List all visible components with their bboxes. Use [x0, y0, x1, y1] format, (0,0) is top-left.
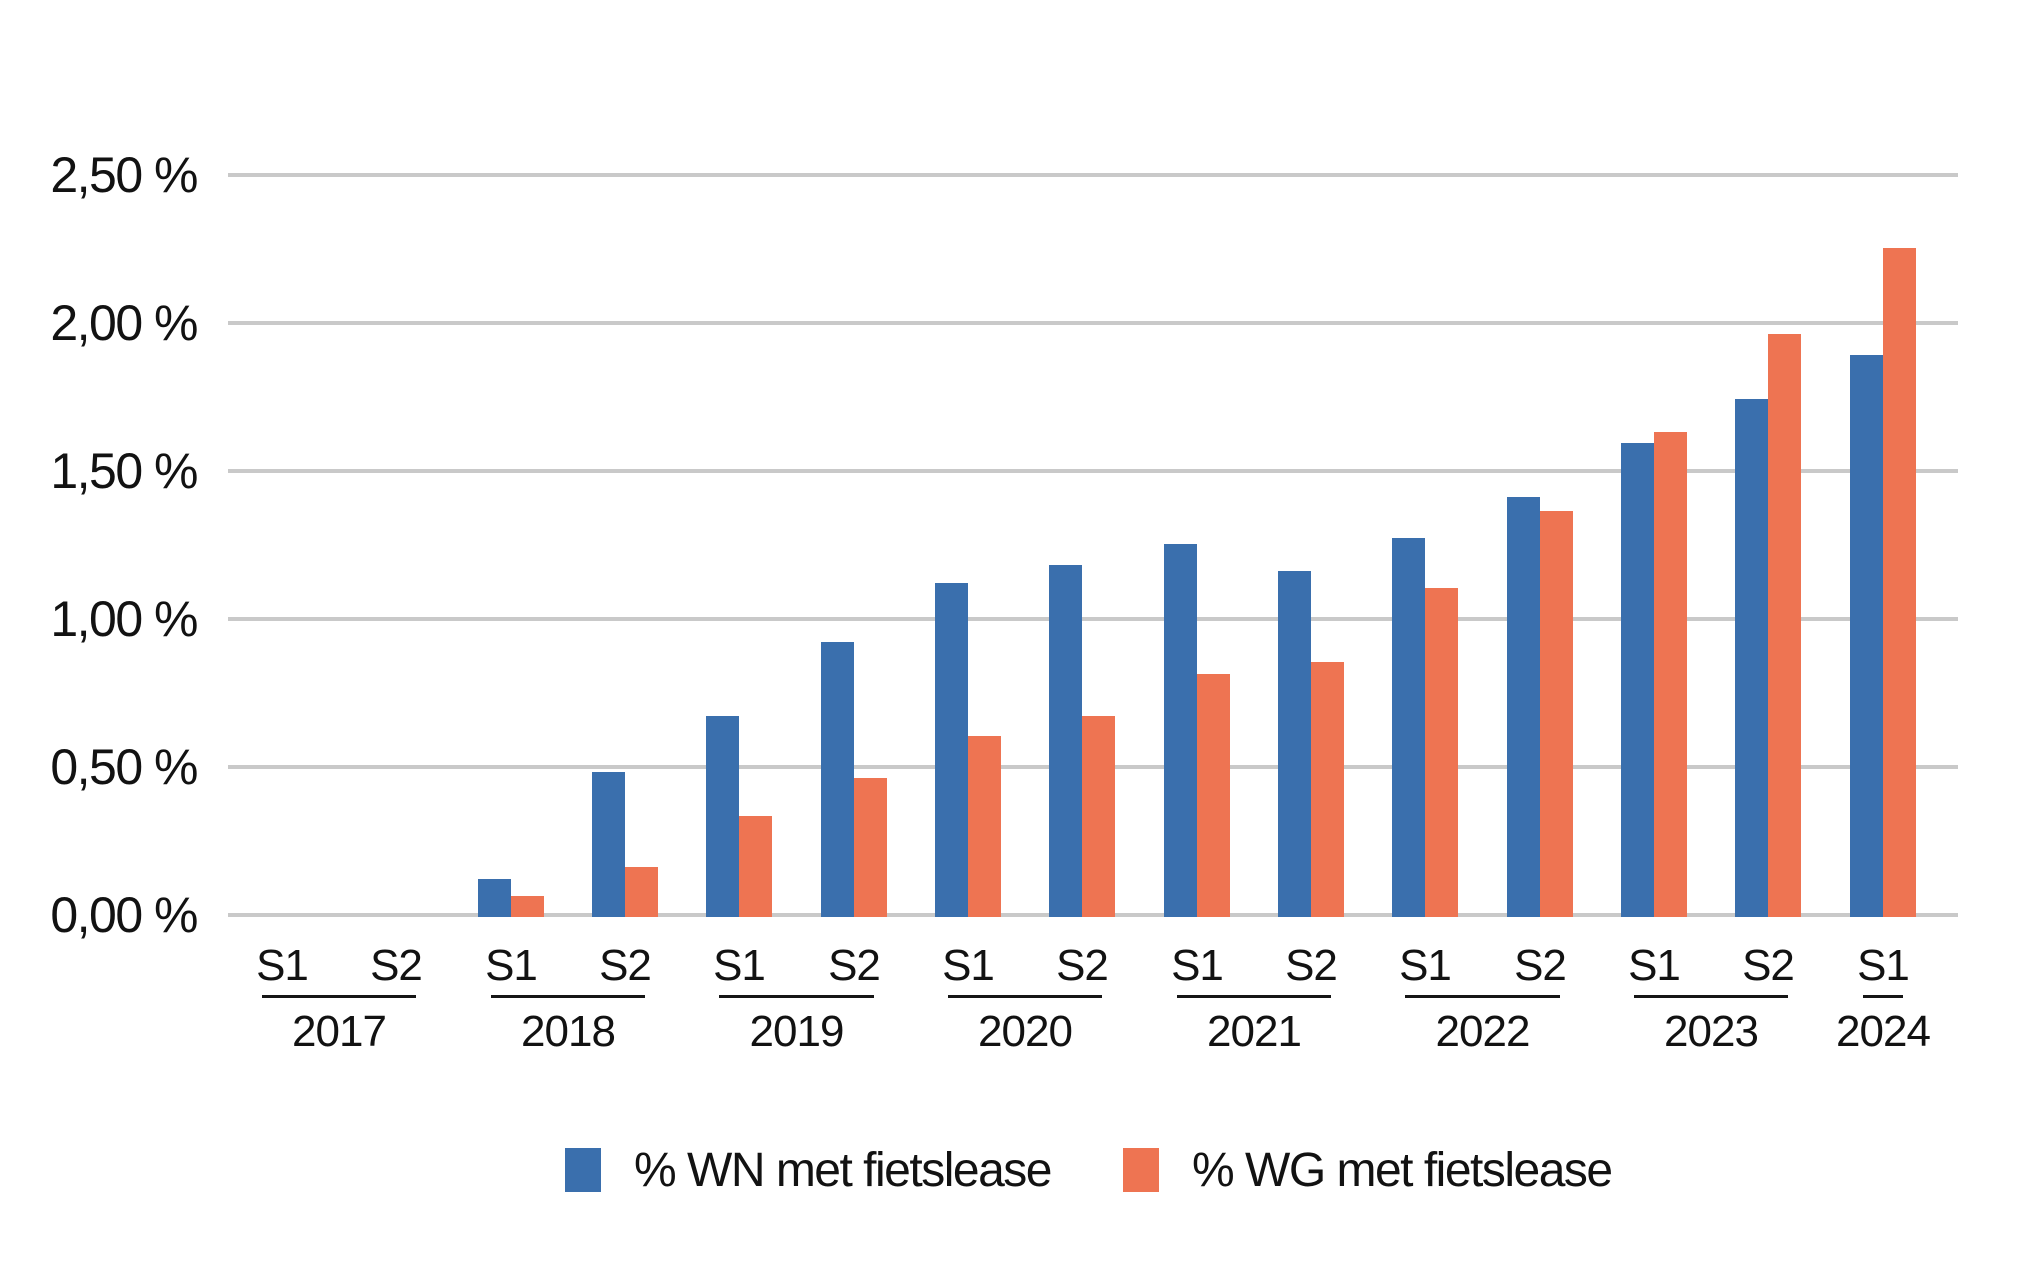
x-tick-2020-S2: S2 [1056, 941, 1109, 990]
bar-wn-2018-S1 [478, 879, 511, 917]
year-underline-2018 [491, 995, 645, 998]
bar-wn-2022-S1 [1392, 538, 1425, 917]
bar-wg-2021-S1 [1197, 674, 1230, 917]
legend-item-wn: % WN met fietslease [565, 1144, 1052, 1197]
x-tick-2019-S2: S2 [828, 941, 881, 990]
year-label-2017: 2017 [292, 1007, 387, 1056]
bar-wg-2022-S1 [1425, 588, 1458, 917]
year-underline-2017 [262, 995, 416, 998]
year-label-2018: 2018 [521, 1007, 616, 1056]
bar-wn-2018-S2 [592, 772, 625, 917]
x-tick-2024-S1: S1 [1857, 941, 1910, 990]
year-label-2022: 2022 [1435, 1007, 1531, 1056]
y-tick-label: 2,50 % [50, 147, 198, 203]
bar-wg-2020-S2 [1082, 716, 1115, 917]
year-label-2023: 2023 [1664, 1007, 1759, 1056]
year-underline-2024 [1863, 995, 1903, 998]
y-tick-label: 0,50 % [50, 739, 198, 795]
gridline-250 [228, 173, 1958, 177]
bar-wg-2020-S1 [968, 736, 1001, 917]
gridline-100 [228, 617, 1958, 621]
x-tick-2018-S2: S2 [599, 941, 652, 990]
gridline-150 [228, 469, 1958, 473]
y-tick-label: 1,50 % [50, 443, 198, 499]
bar-wg-2023-S1 [1654, 432, 1687, 917]
x-tick-2018-S1: S1 [485, 941, 538, 990]
year-label-2021: 2021 [1207, 1007, 1302, 1056]
x-tick-2021-S1: S1 [1171, 941, 1224, 990]
legend-swatch-wg-orange [1123, 1148, 1159, 1192]
legend-label-wg: % WG met fietslease [1192, 1143, 1613, 1197]
bar-wn-2020-S2 [1049, 565, 1082, 917]
x-tick-2023-S2: S2 [1742, 941, 1795, 990]
year-underline-2021 [1177, 995, 1331, 998]
year-label-2024: 2024 [1836, 1007, 1931, 1056]
bar-wg-2018-S1 [511, 896, 544, 917]
bar-wn-2022-S2 [1507, 497, 1540, 917]
bar-wn-2024-S1 [1850, 355, 1883, 917]
year-label-2020: 2020 [978, 1007, 1073, 1056]
bar-wg-2019-S2 [854, 778, 887, 917]
bar-wn-2019-S1 [706, 716, 739, 917]
legend: % WN met fietslease % WG met fietslease [0, 1144, 2029, 1197]
bar-wg-2024-S1 [1883, 248, 1916, 917]
bar-wg-2021-S2 [1311, 662, 1344, 917]
bar-wn-2021-S1 [1164, 544, 1197, 917]
gridline-200 [228, 321, 1958, 325]
bar-wn-2023-S2 [1735, 399, 1768, 917]
bar-wg-2019-S1 [739, 816, 772, 917]
x-tick-2022-S2: S2 [1514, 941, 1567, 990]
x-tick-2023-S1: S1 [1628, 941, 1681, 990]
legend-item-wg: % WG met fietslease [1123, 1144, 1613, 1197]
y-tick-label: 1,00 % [50, 591, 198, 647]
bar-wg-2023-S2 [1768, 334, 1801, 917]
bar-wg-2018-S2 [625, 867, 658, 917]
legend-label-wn: % WN met fietslease [634, 1143, 1052, 1197]
year-underline-2023 [1634, 995, 1788, 998]
legend-swatch-wn-blue [565, 1148, 601, 1192]
x-tick-2017-S2: S2 [370, 941, 423, 990]
y-tick-label: 2,00 % [50, 295, 198, 351]
x-tick-2022-S1: S1 [1399, 941, 1452, 990]
x-tick-2017-S1: S1 [256, 941, 309, 990]
bar-wn-2023-S1 [1621, 443, 1654, 917]
year-underline-2022 [1405, 995, 1560, 998]
x-tick-2019-S1: S1 [713, 941, 766, 990]
bar-wn-2020-S1 [935, 583, 968, 917]
bar-wn-2021-S2 [1278, 571, 1311, 917]
year-underline-2019 [719, 995, 874, 998]
year-label-2019: 2019 [749, 1007, 845, 1056]
y-tick-label: 0,00 % [50, 887, 198, 943]
bar-wn-2019-S2 [821, 642, 854, 917]
bar-wg-2022-S2 [1540, 511, 1573, 917]
x-tick-2020-S1: S1 [942, 941, 995, 990]
year-underline-2020 [948, 995, 1102, 998]
x-tick-2021-S2: S2 [1285, 941, 1338, 990]
